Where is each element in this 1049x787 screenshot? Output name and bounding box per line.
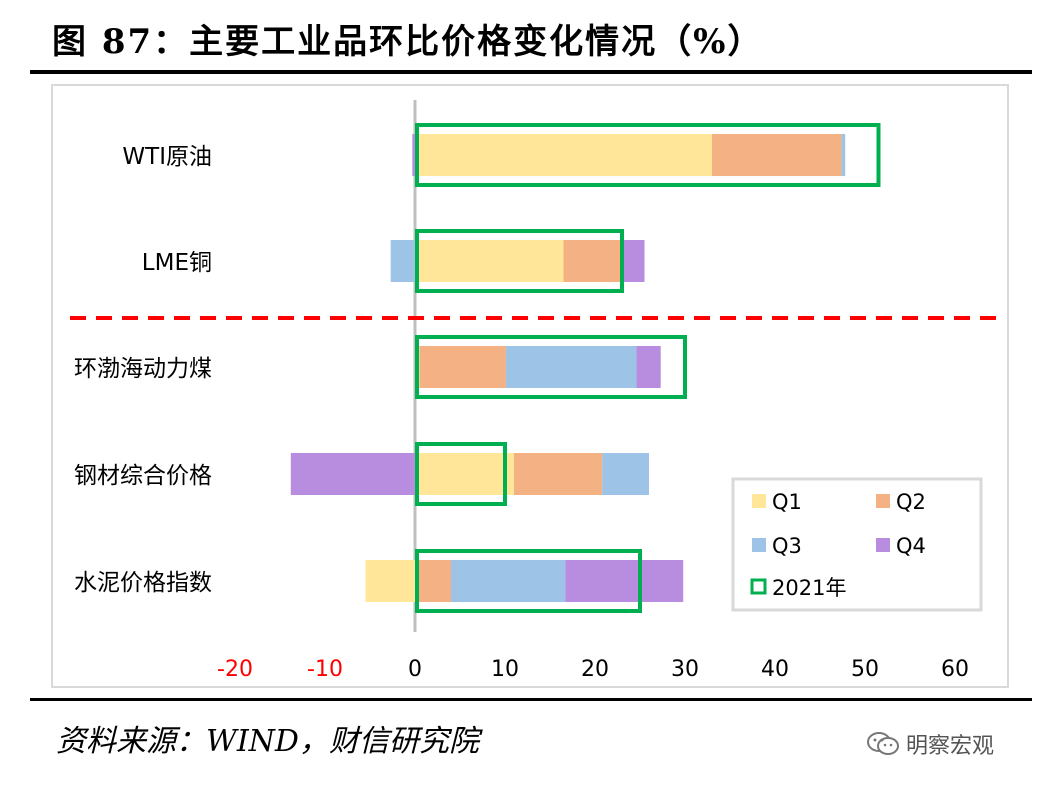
- legend-swatch-q4: [876, 538, 890, 552]
- page-title: 图 87：主要工业品环比价格变化情况（%）: [52, 22, 764, 62]
- bar-segment-q2: [415, 560, 451, 602]
- footer-rule: [30, 698, 1032, 701]
- chart-frame: [51, 84, 1009, 688]
- category-label: LME铜: [142, 250, 212, 276]
- bar-segment-q1: [415, 453, 514, 495]
- category-label: WTI原油: [122, 144, 212, 170]
- legend-swatch-q3: [752, 538, 766, 552]
- x-tick-label: 20: [581, 657, 609, 682]
- bar-segment-q3: [505, 346, 637, 388]
- bar-segment-q4: [565, 560, 684, 602]
- bar-segment-q1: [415, 134, 712, 176]
- x-tick-label: 0: [408, 657, 422, 682]
- bar-segment-q4: [290, 453, 415, 495]
- x-tick-label: 40: [761, 657, 789, 682]
- watermark: 明察宏观: [866, 728, 994, 760]
- x-tick-label: 10: [491, 657, 519, 682]
- legend-swatch-q1: [752, 494, 766, 508]
- x-tick-label: 30: [671, 657, 699, 682]
- category-label: 环渤海动力煤: [74, 356, 212, 382]
- legend-label-q4: Q4: [896, 534, 926, 558]
- bar-segment-q4: [622, 240, 645, 282]
- annual-2021-outline: [415, 123, 881, 187]
- legend-swatch-q2: [876, 494, 890, 508]
- bar-segment-q3: [841, 134, 846, 176]
- annual-2021-outline: [415, 442, 507, 506]
- legend-label-q1: Q1: [772, 490, 802, 514]
- title-rule: [30, 70, 1032, 74]
- bar-segment-q3: [451, 560, 566, 602]
- annual-2021-outline: [415, 549, 642, 613]
- legend-label-q2: Q2: [896, 490, 926, 514]
- bar-segment-q1: [415, 240, 564, 282]
- x-tick-label: -10: [307, 657, 343, 682]
- bar-segment-q2: [419, 346, 506, 388]
- bar-segment-q3: [390, 240, 415, 282]
- source-note: 资料来源：WIND，财信研究院: [56, 724, 479, 759]
- legend-label-q3: Q3: [772, 534, 802, 558]
- bar-segment-q1: [365, 560, 415, 602]
- legend-label-2021: 2021年: [772, 576, 846, 600]
- x-tick-label: 50: [851, 657, 879, 682]
- bar-segment-q2: [563, 240, 622, 282]
- category-label: 钢材综合价格: [74, 463, 212, 489]
- bar-segment-q2: [514, 453, 603, 495]
- bar-segment-q3: [602, 453, 649, 495]
- wechat-icon: [867, 732, 899, 755]
- annual-2021-outline: [415, 335, 687, 399]
- legend-swatch-2021: [750, 578, 767, 595]
- category-label: 水泥价格指数: [74, 570, 212, 596]
- legend-box: [731, 477, 983, 612]
- bar-segment-q2: [712, 134, 842, 176]
- bar-segment-q4: [412, 134, 415, 176]
- watermark-text: 明察宏观: [906, 734, 995, 759]
- x-tick-label: 60: [941, 657, 969, 682]
- x-tick-label: -20: [217, 657, 253, 682]
- annual-2021-outline: [415, 229, 624, 293]
- bar-segment-q4: [636, 346, 661, 388]
